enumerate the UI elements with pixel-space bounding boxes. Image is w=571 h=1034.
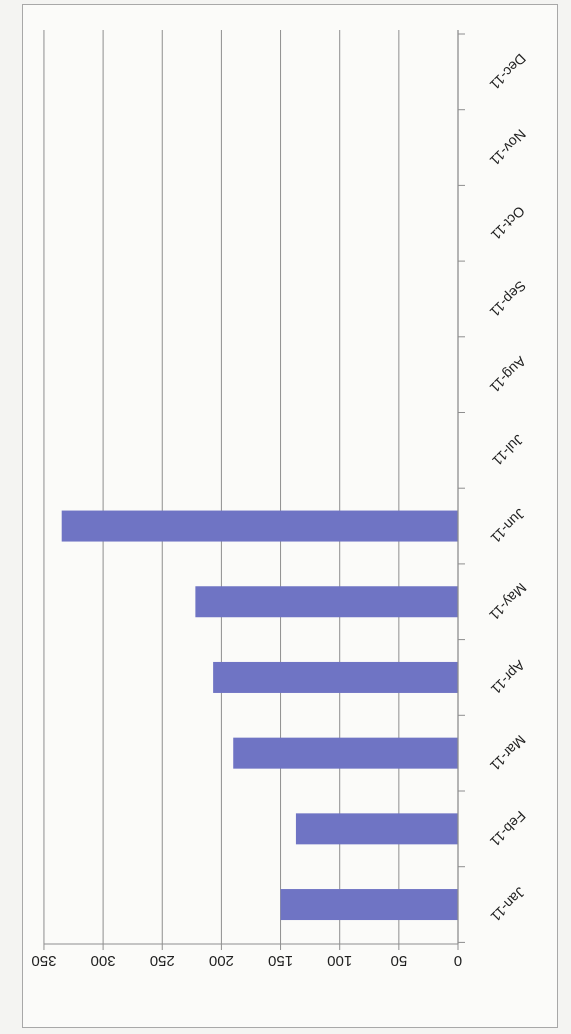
category-label-jan-11: Jan-11 [487, 884, 528, 925]
category-labels: Jan-11 Feb-11 Mar-11 Apr-11 May-11 Jun-11 Jul-… [486, 51, 530, 926]
category-label-may-11: May-11 [486, 580, 530, 624]
category-label-jun-11: Jun-11 [487, 506, 528, 547]
category-label-mar-11: Mar-11 [487, 732, 529, 774]
value-tick-label-300: 300 [91, 952, 116, 969]
value-tick-labels: 0 50 100 150 200 250 300 350 [31, 952, 462, 969]
gridlines [43, 30, 459, 950]
value-tick-label-150: 150 [268, 952, 293, 969]
value-tick-label-50: 50 [391, 952, 408, 969]
bar-apr-11 [213, 661, 458, 693]
category-label-feb-11: Feb-11 [487, 808, 529, 850]
category-axis [43, 30, 465, 945]
category-label-aug-11: Aug-11 [487, 353, 530, 396]
bar-feb-11 [295, 813, 458, 845]
bar-mar-11 [233, 737, 458, 769]
bar-jun-11 [61, 510, 458, 542]
bar-may-11 [195, 586, 458, 618]
category-label-oct-11: Oct-11 [488, 203, 528, 243]
value-tick-label-100: 100 [327, 952, 352, 969]
value-tick-label-0: 0 [454, 952, 462, 969]
value-tick-label-200: 200 [209, 952, 234, 969]
category-label-dec-11: Dec-11 [487, 51, 530, 94]
category-label-jul-11: Jul-11 [489, 432, 527, 470]
value-tick-label-250: 250 [150, 952, 175, 969]
value-tick-label-350: 350 [31, 952, 56, 969]
category-label-apr-11: Apr-11 [488, 657, 528, 697]
bars [61, 510, 458, 921]
category-label-sep-11: Sep-11 [487, 278, 530, 321]
bar-jan-11 [280, 889, 458, 921]
category-label-nov-11: Nov-11 [487, 126, 530, 169]
